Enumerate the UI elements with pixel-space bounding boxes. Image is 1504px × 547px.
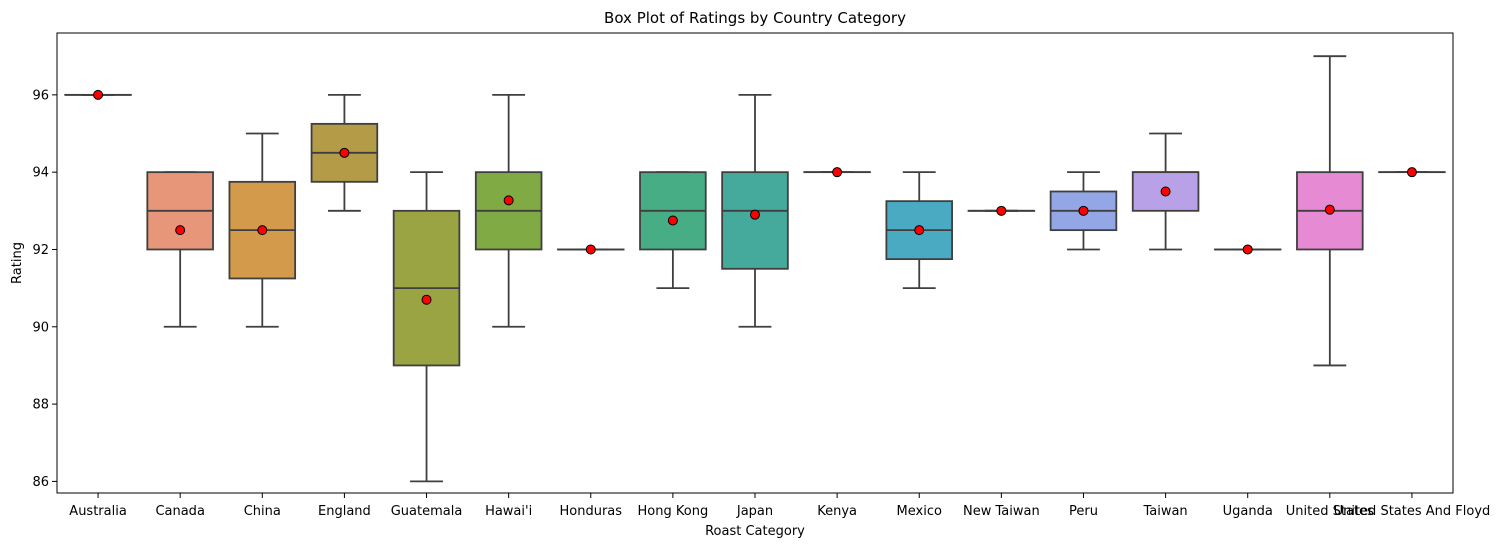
mean-marker <box>585 244 596 255</box>
mean-marker <box>503 195 514 206</box>
mean-marker <box>914 225 925 236</box>
box-group <box>1378 167 1446 178</box>
x-tick-label: Honduras <box>559 504 622 519</box>
mean-marker <box>832 167 843 178</box>
x-tick-label: Hong Kong <box>638 504 709 519</box>
y-tick-label: 92 <box>32 243 49 258</box>
mean-marker <box>1242 244 1253 255</box>
mean-marker <box>996 205 1007 216</box>
box-group <box>557 244 625 255</box>
mean-marker <box>339 147 350 158</box>
box-group <box>392 171 461 483</box>
box-group <box>885 171 953 290</box>
box-group <box>1049 171 1118 251</box>
mean-marker <box>1078 205 1089 216</box>
box-group <box>228 132 297 328</box>
x-tick-label: Guatemala <box>391 504 463 519</box>
x-axis-label: Roast Category <box>705 524 805 539</box>
y-tick-label: 96 <box>32 88 49 103</box>
x-tick-label: Japan <box>736 504 773 519</box>
y-axis: 86 88 90 92 94 96 <box>32 88 57 490</box>
box-group <box>639 171 707 290</box>
x-tick-label: China <box>244 504 281 519</box>
box-group <box>1213 244 1282 255</box>
box-group <box>1131 132 1200 251</box>
y-axis-label: Rating <box>10 242 25 284</box>
mean-marker <box>93 89 104 100</box>
mean-marker <box>175 225 186 236</box>
box-group <box>721 93 789 328</box>
mean-marker <box>257 225 268 236</box>
box-group <box>310 93 379 212</box>
x-tick-label: Taiwan <box>1142 504 1187 519</box>
x-axis: Australia Canada China England Guatemala Hawa… <box>69 493 1490 519</box>
plot-area <box>64 55 1446 483</box>
x-tick-label: Uganda <box>1223 504 1273 519</box>
box-group <box>803 167 871 178</box>
mean-marker <box>750 209 760 220</box>
y-tick-label: 94 <box>32 166 49 181</box>
mean-marker <box>421 294 432 305</box>
x-tick-label: Kenya <box>817 504 857 519</box>
x-tick-label: New Taiwan <box>963 504 1040 519</box>
y-tick-label: 90 <box>32 320 49 335</box>
y-tick-label: 86 <box>32 475 49 490</box>
box-group <box>146 171 214 328</box>
x-tick-label: Australia <box>69 504 127 519</box>
box-group <box>64 89 132 100</box>
x-tick-label: Peru <box>1069 504 1098 519</box>
mean-marker <box>1160 186 1171 197</box>
x-tick-label: Mexico <box>897 504 942 519</box>
y-tick-label: 88 <box>32 398 49 413</box>
box-group <box>1296 55 1364 367</box>
x-tick-label: United States And Floyd <box>1334 504 1491 519</box>
box-group <box>474 93 543 328</box>
mean-marker <box>667 215 678 226</box>
x-tick-label: Hawai'i <box>485 504 532 519</box>
chart-title: Box Plot of Ratings by Country Category <box>604 9 906 27</box>
x-tick-label: Canada <box>155 504 204 519</box>
box-group <box>967 205 1036 216</box>
x-tick-label: England <box>318 504 371 519</box>
box <box>721 171 789 270</box>
mean-marker <box>1406 167 1417 178</box>
x-tick-label: United States <box>1286 504 1374 519</box>
mean-marker <box>1324 204 1335 215</box>
